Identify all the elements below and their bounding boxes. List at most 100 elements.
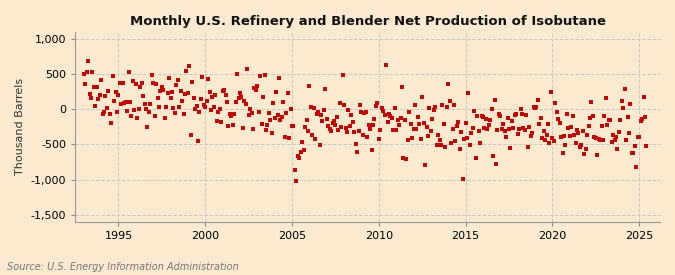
Point [460,121,471,126]
Point [239,98,250,103]
Point [405,122,416,126]
Point [377,106,387,110]
Point [544,141,555,145]
Point [424,105,435,110]
Y-axis label: Thousand Barrels: Thousand Barrels [15,78,25,175]
Point [492,128,503,133]
Point [187,80,198,84]
Point [634,135,645,139]
Point [87,70,98,74]
Point [225,112,236,116]
Point [632,134,643,139]
Point [326,128,337,133]
Point [512,132,523,137]
Point [294,156,304,160]
Point [359,111,370,115]
Point [172,78,183,82]
Point [573,131,584,136]
Point [440,144,451,149]
Point [126,114,137,118]
Point [207,95,218,100]
Point [161,105,171,109]
Point [439,122,450,126]
Point [446,141,456,145]
Point [475,141,485,145]
Point [84,91,95,96]
Point [273,76,284,81]
Point [262,122,273,127]
Point [206,108,217,112]
Point [371,104,381,109]
Point [350,142,361,146]
Point [448,127,458,131]
Point [142,125,153,129]
Point [605,117,616,122]
Point [308,106,319,110]
Point [608,133,618,137]
Point [229,112,240,116]
Point [190,107,200,111]
Point [408,127,419,131]
Point [444,99,455,103]
Point [423,134,433,139]
Point [548,138,559,143]
Point [323,123,333,128]
Point [149,114,160,119]
Point [100,94,111,98]
Point [261,128,271,132]
Point [511,112,522,116]
Point [211,119,222,123]
Point [625,101,636,106]
Point [382,120,393,124]
Point [110,90,121,94]
Point [551,110,562,114]
Point [197,75,208,79]
Point [169,111,180,115]
Title: Monthly U.S. Refinery and Blender Net Production of Isobutane: Monthly U.S. Refinery and Blender Net Pr… [130,15,605,28]
Point [279,135,290,139]
Point [395,116,406,121]
Point [353,128,364,133]
Point [637,117,647,122]
Point [433,133,443,137]
Point [255,74,266,78]
Point [383,112,394,116]
Point [236,95,247,100]
Point [530,106,541,111]
Point [304,84,315,88]
Point [91,84,102,89]
Point [152,96,163,100]
Point [281,111,292,115]
Point [577,129,588,133]
Point [603,118,614,122]
Point [429,108,439,112]
Point [317,119,328,123]
Point [557,150,568,155]
Point [537,136,547,140]
Point [491,161,502,166]
Point [417,95,428,100]
Point [431,142,442,147]
Point [367,148,377,153]
Point [414,122,425,126]
Point [601,96,612,100]
Point [227,123,238,127]
Point [136,81,147,85]
Point [412,115,423,119]
Point [157,85,167,90]
Point [545,89,556,94]
Point [342,130,352,134]
Point [453,120,464,124]
Point [271,89,281,94]
Point [95,93,105,97]
Point [226,114,237,118]
Point [165,96,176,101]
Point [586,100,597,104]
Point [201,99,212,103]
Point [109,98,119,103]
Point [518,126,529,131]
Point [568,132,579,137]
Point [583,123,594,128]
Point [128,79,138,84]
Point [119,101,130,105]
